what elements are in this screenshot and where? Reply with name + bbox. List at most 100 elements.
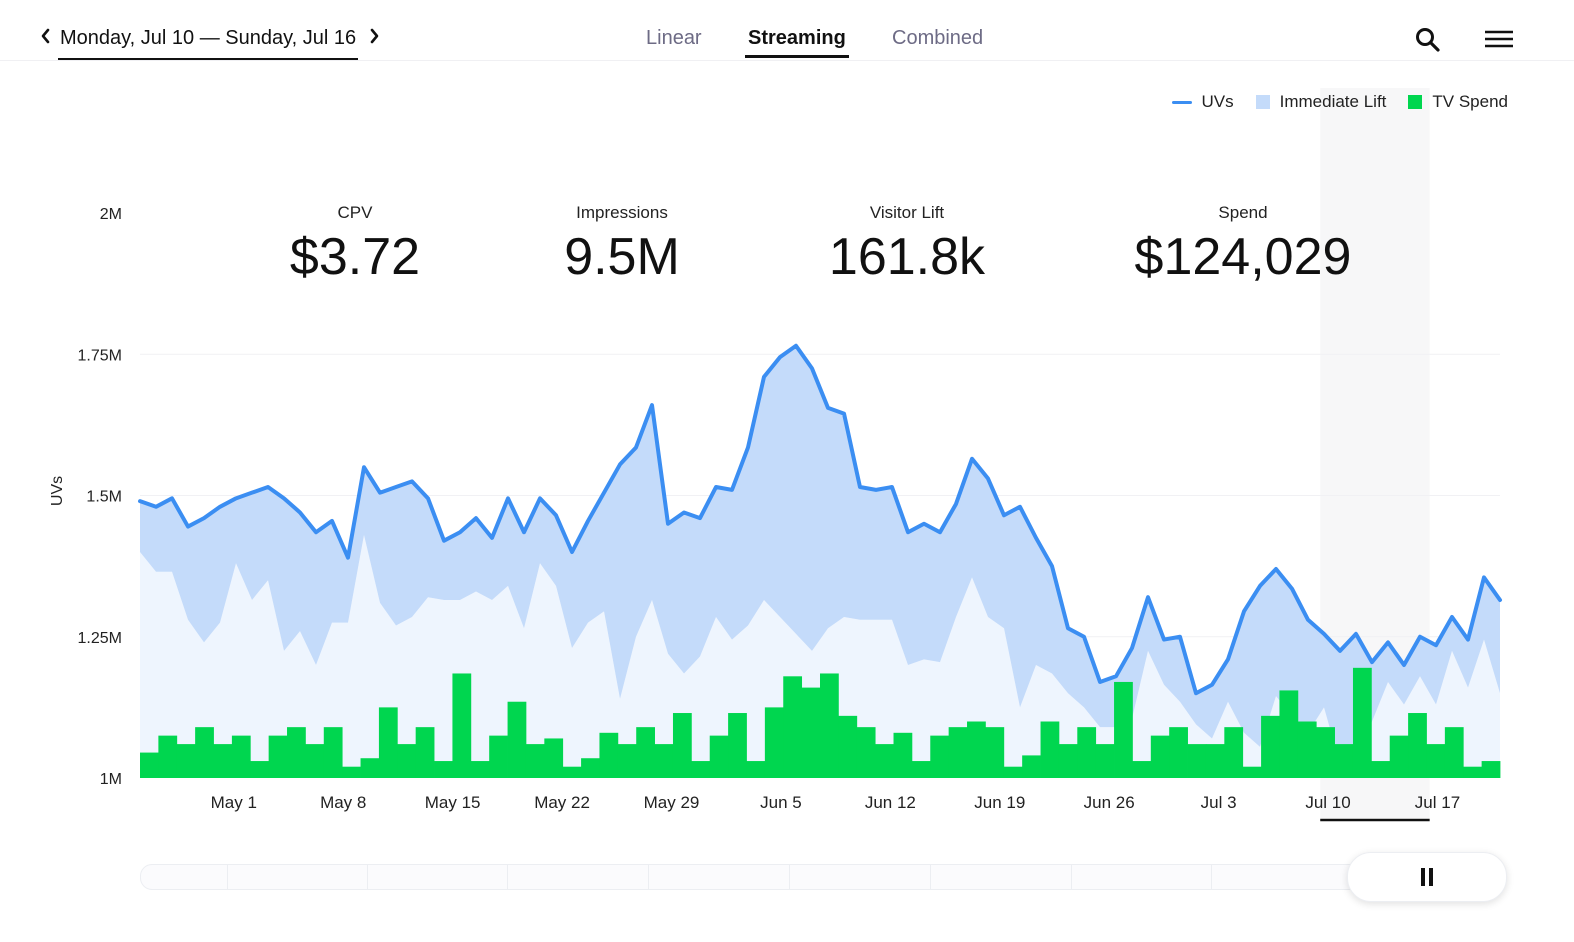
tv-spend-bar bbox=[856, 727, 876, 778]
tv-spend-bar bbox=[1003, 766, 1023, 778]
tv-spend-bar bbox=[617, 744, 637, 778]
x-tick-label: May 29 bbox=[644, 793, 700, 812]
tv-spend-bar bbox=[507, 701, 527, 778]
scrubber-divider bbox=[1211, 865, 1212, 889]
immediate-lift-area bbox=[140, 345, 1500, 764]
tv-spend-bar bbox=[1169, 727, 1188, 778]
tv-spend-bar bbox=[1205, 744, 1225, 778]
tv-spend-bar bbox=[838, 715, 858, 778]
x-tick-label: Jul 10 bbox=[1305, 793, 1350, 812]
tv-spend-bar bbox=[250, 761, 270, 778]
scrubber-divider bbox=[648, 865, 649, 889]
tv-spend-bar bbox=[287, 727, 306, 778]
tv-spend-bar bbox=[581, 758, 600, 778]
tv-spend-bar bbox=[746, 761, 766, 778]
tv-spend-bar bbox=[820, 673, 839, 778]
y-tick-label: 1.5M bbox=[86, 489, 122, 506]
pause-icon bbox=[1421, 868, 1433, 886]
x-tick-label: Jul 17 bbox=[1415, 793, 1460, 812]
chevron-left-icon[interactable] bbox=[36, 24, 56, 48]
kpi-value: $3.72 bbox=[289, 228, 421, 286]
tv-spend-bar bbox=[1371, 761, 1391, 778]
legend-item-uvs[interactable]: UVs bbox=[1171, 92, 1234, 112]
tv-spend-bar bbox=[268, 735, 288, 778]
legend-swatch-immediate-lift bbox=[1255, 95, 1270, 109]
scrubber-divider bbox=[930, 865, 931, 889]
x-tick-label: May 22 bbox=[534, 793, 590, 812]
tv-spend-bar bbox=[452, 673, 472, 778]
y-tick-label: 2M bbox=[100, 206, 122, 223]
tv-spend-bar bbox=[1316, 727, 1335, 778]
tv-spend-bar bbox=[985, 727, 1005, 778]
tv-spend-bar bbox=[948, 727, 968, 778]
tv-spend-bar bbox=[1114, 681, 1133, 778]
tab-combined[interactable]: Combined bbox=[892, 27, 984, 49]
tv-spend-bar bbox=[525, 744, 545, 778]
tv-spend-bar bbox=[415, 727, 435, 778]
tv-spend-bar bbox=[1463, 766, 1483, 778]
tv-spend-bar bbox=[434, 761, 453, 778]
tv-spend-bar bbox=[599, 732, 619, 778]
x-tick-label: May 8 bbox=[320, 793, 366, 812]
y-tick-label: 1.25M bbox=[78, 630, 122, 647]
legend-swatch-tv-spend bbox=[1408, 95, 1423, 109]
tv-spend-bar bbox=[1426, 744, 1446, 778]
search-icon[interactable] bbox=[1412, 24, 1444, 56]
tv-spend-bar bbox=[1408, 713, 1427, 778]
tv-spend-bar bbox=[544, 738, 564, 778]
scrubber-divider bbox=[227, 865, 228, 889]
date-range-label[interactable]: Monday, Jul 10 — Sunday, Jul 16 bbox=[58, 24, 359, 60]
tv-spend-bar bbox=[489, 735, 508, 778]
x-tick-label: Jul 3 bbox=[1201, 793, 1237, 812]
pause-button[interactable] bbox=[1347, 852, 1507, 902]
legend-item-immediate-lift[interactable]: Immediate Lift bbox=[1255, 92, 1386, 112]
kpi-label: CPV bbox=[337, 203, 373, 222]
tab-linear[interactable]: Linear bbox=[646, 27, 702, 49]
kpi-label: Spend bbox=[1218, 203, 1268, 222]
tv-spend-bar bbox=[1077, 727, 1097, 778]
tv-spend-bar bbox=[930, 735, 950, 778]
timeline-scrubber[interactable] bbox=[140, 864, 1372, 890]
tv-spend-bar bbox=[728, 713, 747, 778]
tv-spend-bar bbox=[1040, 721, 1060, 778]
tv-spend-bar bbox=[672, 713, 692, 778]
tv-spend-bar bbox=[1352, 667, 1372, 778]
top-bar bbox=[0, 0, 1574, 61]
hamburger-menu-icon[interactable] bbox=[1483, 24, 1515, 56]
chart-legend: UVs Immediate Lift TV Spend bbox=[1150, 92, 1508, 112]
kpi-label: Visitor Lift bbox=[869, 203, 945, 222]
tv-spend-bar bbox=[1022, 755, 1041, 778]
tv-spend-bar bbox=[195, 727, 214, 778]
tv-spend-bar bbox=[1481, 761, 1501, 778]
legend-item-tv-spend[interactable]: TV Spend bbox=[1408, 92, 1508, 112]
tv-spend-bar bbox=[636, 727, 655, 778]
tv-spend-bar bbox=[875, 744, 894, 778]
tv-spend-bar bbox=[1389, 735, 1409, 778]
tv-spend-bar bbox=[1444, 727, 1464, 778]
tv-spend-bar bbox=[470, 761, 490, 778]
y-tick-label: 1.75M bbox=[78, 347, 122, 364]
tv-spend-bar bbox=[654, 744, 674, 778]
tv-spend-bar bbox=[911, 761, 931, 778]
legend-label: UVs bbox=[1201, 92, 1234, 111]
tv-spend-bar bbox=[691, 761, 711, 778]
tv-spend-bar bbox=[1095, 744, 1115, 778]
tv-spend-bar bbox=[801, 687, 821, 778]
scrubber-divider bbox=[367, 865, 368, 889]
scrubber-divider bbox=[507, 865, 508, 889]
tv-spend-bar bbox=[158, 735, 178, 778]
chevron-right-icon[interactable] bbox=[364, 24, 384, 48]
tv-spend-bar bbox=[1058, 744, 1078, 778]
tv-spend-bar bbox=[1334, 744, 1354, 778]
tv-spend-bar bbox=[231, 735, 251, 778]
date-range-picker: Monday, Jul 10 — Sunday, Jul 16 bbox=[36, 24, 384, 60]
tv-spend-bar bbox=[1261, 715, 1280, 778]
baseline-area bbox=[140, 535, 1500, 778]
kpi-value: 9.5M bbox=[564, 228, 680, 286]
channel-tabs: Linear Streaming Combined bbox=[0, 24, 1574, 60]
kpi-value: $124,029 bbox=[1134, 228, 1352, 286]
kpi-value: 161.8k bbox=[828, 228, 986, 286]
kpi-spend: Spend $124,029 bbox=[1113, 203, 1373, 287]
tab-streaming[interactable]: Streaming bbox=[745, 24, 849, 58]
